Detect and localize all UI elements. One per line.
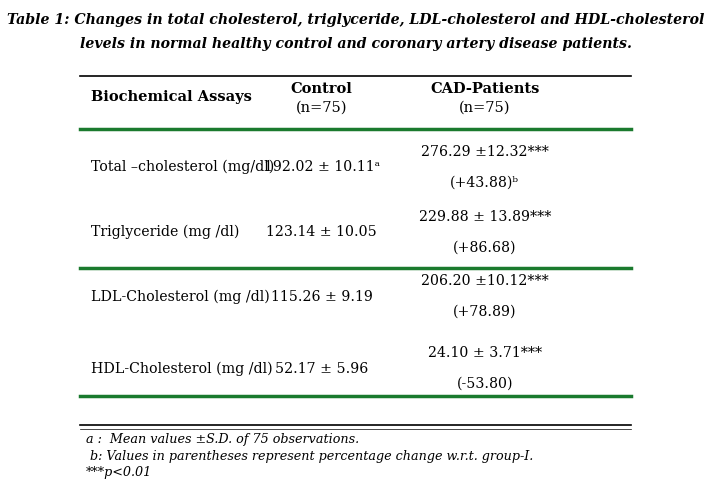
Text: Triglyceride (mg /dl): Triglyceride (mg /dl) xyxy=(92,225,240,239)
Text: (-53.80): (-53.80) xyxy=(456,377,513,391)
Text: CAD-Patients: CAD-Patients xyxy=(430,82,540,96)
Text: Total –cholesterol (mg/dl): Total –cholesterol (mg/dl) xyxy=(92,160,274,174)
Text: 52.17 ± 5.96: 52.17 ± 5.96 xyxy=(275,362,368,376)
Text: HDL-Cholesterol (mg /dl): HDL-Cholesterol (mg /dl) xyxy=(92,362,273,376)
Text: a :  Mean values ±S.D. of 75 observations.: a : Mean values ±S.D. of 75 observations… xyxy=(86,433,359,446)
Text: Table 1: Changes in total cholesterol, triglyceride, LDL-cholesterol and HDL-cho: Table 1: Changes in total cholesterol, t… xyxy=(7,14,704,28)
Text: (n=75): (n=75) xyxy=(296,101,348,115)
Text: 115.26 ± 9.19: 115.26 ± 9.19 xyxy=(271,290,373,304)
Text: ***p<0.01: ***p<0.01 xyxy=(86,467,152,480)
Text: (+43.88)ᵇ: (+43.88)ᵇ xyxy=(450,175,519,189)
Text: 206.20 ±10.12***: 206.20 ±10.12*** xyxy=(421,274,549,288)
Text: Biochemical Assays: Biochemical Assays xyxy=(92,90,252,104)
Text: b: Values in parentheses represent percentage change w.r.t. group-I.: b: Values in parentheses represent perce… xyxy=(86,450,533,463)
Text: (+86.68): (+86.68) xyxy=(453,240,516,254)
Text: levels in normal healthy control and coronary artery disease patients.: levels in normal healthy control and cor… xyxy=(80,37,631,51)
Text: Control: Control xyxy=(291,82,353,96)
Text: (+78.89): (+78.89) xyxy=(453,305,516,319)
Text: 229.88 ± 13.89***: 229.88 ± 13.89*** xyxy=(419,210,551,224)
Text: (n=75): (n=75) xyxy=(459,101,510,115)
Text: LDL-Cholesterol (mg /dl): LDL-Cholesterol (mg /dl) xyxy=(92,289,270,304)
Text: 276.29 ±12.32***: 276.29 ±12.32*** xyxy=(421,145,549,159)
Text: 123.14 ± 10.05: 123.14 ± 10.05 xyxy=(267,225,377,239)
Text: 192.02 ± 10.11ᵃ: 192.02 ± 10.11ᵃ xyxy=(264,160,380,174)
Text: 24.10 ± 3.71***: 24.10 ± 3.71*** xyxy=(428,346,542,360)
